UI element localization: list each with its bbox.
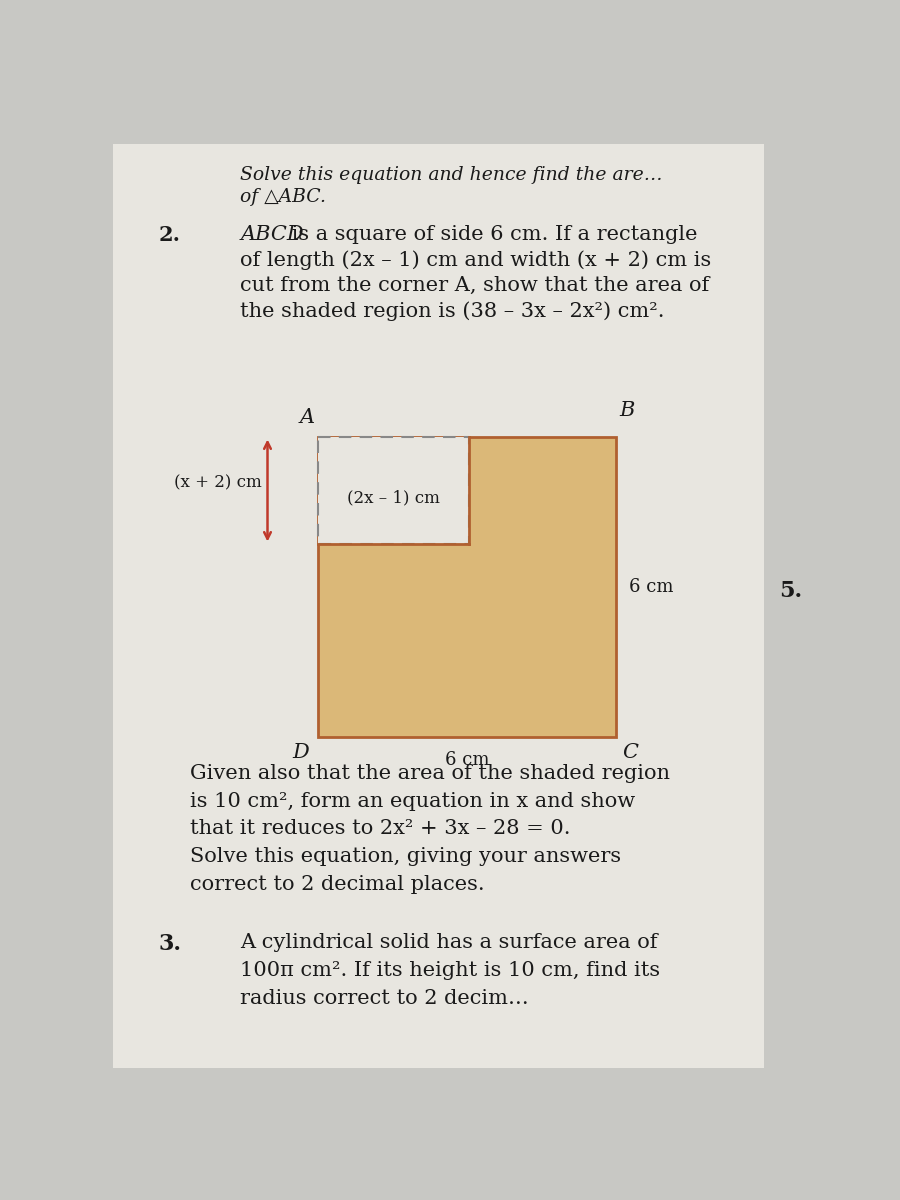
- Text: Solve this equation and hence find the are…: Solve this equation and hence find the a…: [240, 166, 663, 184]
- Text: 100π cm². If its height is 10 cm, find its: 100π cm². If its height is 10 cm, find i…: [240, 961, 661, 980]
- Text: C: C: [623, 743, 638, 762]
- Text: ABCD: ABCD: [240, 224, 304, 244]
- Text: is 10 cm², form an equation in x and show: is 10 cm², form an equation in x and sho…: [190, 792, 635, 810]
- Text: 3.: 3.: [159, 934, 182, 955]
- Text: 2.: 2.: [159, 224, 181, 245]
- Bar: [763, 144, 810, 1068]
- Bar: [318, 437, 616, 737]
- Text: B: B: [619, 401, 634, 420]
- Text: correct to 2 decimal places.: correct to 2 decimal places.: [190, 875, 484, 894]
- Text: of △ABC.: of △ABC.: [240, 188, 327, 206]
- Text: Solve this equation, giving your answers: Solve this equation, giving your answers: [190, 847, 621, 866]
- Text: of length (2x – 1) cm and width (x + 2) cm is: of length (2x – 1) cm and width (x + 2) …: [240, 251, 712, 270]
- Text: 6 cm: 6 cm: [628, 577, 673, 595]
- Text: A cylindrical solid has a surface area of: A cylindrical solid has a surface area o…: [240, 934, 658, 953]
- Text: cut from the corner A, show that the area of: cut from the corner A, show that the are…: [240, 276, 709, 295]
- Text: that it reduces to 2x² + 3x – 28 = 0.: that it reduces to 2x² + 3x – 28 = 0.: [190, 820, 571, 839]
- Text: Given also that the area of the shaded region: Given also that the area of the shaded r…: [190, 764, 670, 782]
- Text: (x + 2) cm: (x + 2) cm: [174, 474, 261, 491]
- Text: A: A: [300, 408, 315, 427]
- Text: D: D: [292, 743, 309, 762]
- Bar: [318, 437, 469, 545]
- Text: the shaded region is (38 – 3x – 2x²) cm².: the shaded region is (38 – 3x – 2x²) cm²…: [240, 301, 665, 320]
- Text: (2x – 1) cm: (2x – 1) cm: [347, 490, 440, 506]
- Text: radius correct to 2 decim…: radius correct to 2 decim…: [240, 989, 529, 1008]
- Text: 6 cm: 6 cm: [445, 751, 490, 769]
- Text: 5.: 5.: [779, 580, 802, 601]
- Text: is a square of side 6 cm. If a rectangle: is a square of side 6 cm. If a rectangle: [284, 224, 697, 244]
